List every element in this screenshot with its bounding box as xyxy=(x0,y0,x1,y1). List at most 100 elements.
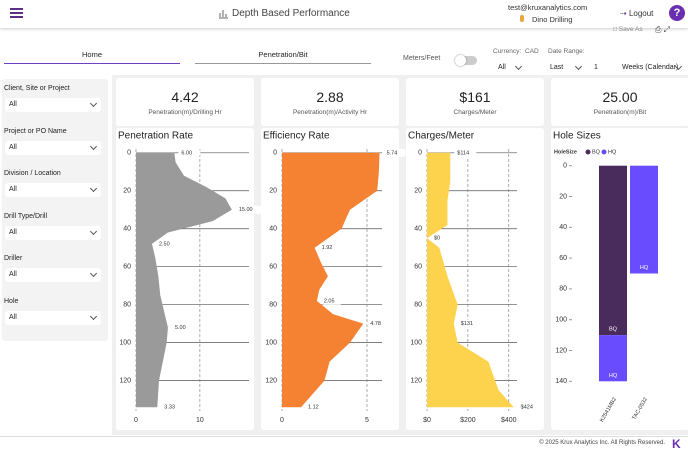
y-tick-label: 40 xyxy=(123,226,131,233)
page-title: Depth Based Performance xyxy=(232,8,350,19)
y-tick-label: 120 xyxy=(265,377,277,384)
bar-segment xyxy=(630,165,658,274)
y-tick-label: 80 xyxy=(559,286,567,293)
legend-swatch xyxy=(585,149,591,155)
filter-select[interactable]: All xyxy=(5,268,101,282)
value-label-bg xyxy=(320,296,343,305)
area xyxy=(282,152,380,408)
kpi-label: Penetration(m)/Drilling Hr xyxy=(148,109,222,116)
value-label-bg xyxy=(517,403,540,412)
segment-label: BQ xyxy=(609,327,618,333)
filter-select[interactable]: All xyxy=(5,310,101,325)
menu-icon[interactable] xyxy=(10,7,24,19)
tab[interactable]: Home xyxy=(81,50,102,59)
value-label-bg xyxy=(155,239,178,248)
tab[interactable]: Penetration/Bit xyxy=(258,50,308,59)
value-label-bg xyxy=(454,148,477,157)
y-tick-label: 80 xyxy=(414,302,422,309)
chart-icon xyxy=(219,10,228,19)
segment-label: HQ xyxy=(640,265,649,271)
value-label-bg xyxy=(171,323,194,332)
tab-underline xyxy=(195,63,371,64)
value-label-bg xyxy=(178,148,201,157)
currency: CAD xyxy=(525,48,539,55)
area xyxy=(136,152,232,408)
x-tick-label: 5 xyxy=(365,417,369,424)
y-tick-label: 60 xyxy=(559,255,567,262)
help-icon[interactable]: ? xyxy=(669,5,685,21)
value-label: 1.92 xyxy=(322,245,333,251)
date-range-select[interactable]: Last xyxy=(546,61,586,75)
kpi-label: Penetration(m)/Activity Hr xyxy=(292,109,368,116)
logout-text: Logout xyxy=(628,9,654,18)
save-as[interactable]: □ Save As xyxy=(613,26,643,33)
legend-label: HQ xyxy=(608,149,617,155)
kpi-card: 25.00 Penetration(m)/Bit xyxy=(551,78,688,126)
kpi-card: 4.42 Penetration(m)/Drilling Hr xyxy=(116,78,254,126)
value-label-bg xyxy=(161,403,184,412)
y-tick-label: 100 xyxy=(410,339,422,346)
kpi-card: $161 Charges/Meter xyxy=(406,78,544,126)
y-tick-label: 40 xyxy=(414,226,422,233)
value-label: $114 xyxy=(457,150,469,156)
y-tick-label: 0 xyxy=(418,150,422,157)
x-tick-label: 10 xyxy=(196,417,204,424)
y-tick-label: 60 xyxy=(414,264,422,271)
bar-segment xyxy=(599,165,627,336)
value-label-bg xyxy=(367,319,390,328)
value-label: 5.00 xyxy=(175,325,186,331)
y-tick-label: 120 xyxy=(555,347,567,354)
value-label-bg xyxy=(383,148,406,157)
filter-select[interactable]: All xyxy=(5,183,101,197)
y-tick-label: 20 xyxy=(269,188,277,195)
y-tick-label: 60 xyxy=(123,264,131,271)
units-toggle[interactable] xyxy=(455,55,477,66)
filter-select[interactable]: All xyxy=(5,98,101,112)
y-tick-label: 20 xyxy=(414,188,422,195)
value-label: 5.74 xyxy=(387,150,398,156)
y-tick-label: 80 xyxy=(269,302,277,309)
logout[interactable]: ⇢ Logout xyxy=(620,9,654,18)
filter-select[interactable]: All xyxy=(5,225,101,240)
y-tick-label: 80 xyxy=(123,302,131,309)
filter-label: Driller xyxy=(4,255,23,262)
value-label: $424 xyxy=(521,405,533,411)
x-tick-label: $0 xyxy=(423,417,431,424)
x-tick-label: 0 xyxy=(280,417,284,424)
company[interactable]: Dino Drilling xyxy=(532,15,573,24)
copyright: © 2025 Krux Analytics Inc. All Rights Re… xyxy=(539,440,665,446)
value-label: 1.12 xyxy=(308,405,319,411)
x-tick-label: K2541MB2 xyxy=(599,397,618,424)
kpi-value: 25.00 xyxy=(602,89,638,105)
filter-label: Division / Location xyxy=(4,170,61,177)
date-range-label: Date Range: xyxy=(548,48,585,55)
y-tick-label: 20 xyxy=(123,188,131,195)
value-label-bg xyxy=(457,319,480,328)
currency-label: Currency: xyxy=(493,48,522,55)
y-tick-label: 100 xyxy=(119,339,131,346)
legend-title: HoleSize xyxy=(554,149,577,155)
print-icons[interactable]: ⎙ ⤢ xyxy=(655,25,671,34)
filter-select[interactable]: All xyxy=(5,140,101,155)
save-text: Save As xyxy=(618,26,643,33)
kpi-label: Penetration(m)/Bit xyxy=(593,109,647,116)
x-tick-label: $400 xyxy=(501,417,517,424)
filter-label: Client, Site or Project xyxy=(4,85,70,92)
tab-underline xyxy=(4,63,180,64)
date-count[interactable]: 1 xyxy=(594,64,598,71)
area xyxy=(427,152,514,408)
chart-title: Charges/Meter xyxy=(408,131,475,142)
segment-label: HQ xyxy=(609,373,618,379)
y-tick-label: 0 xyxy=(273,150,277,157)
date-unit-select[interactable]: Weeks (Calendar) xyxy=(618,61,686,75)
y-tick-label: 120 xyxy=(410,377,422,384)
currency-select[interactable]: All xyxy=(494,61,526,75)
kpi-value: 2.88 xyxy=(316,89,344,105)
y-tick-label: 60 xyxy=(269,264,277,271)
y-tick-label: 0 xyxy=(563,163,567,170)
y-tick-label: 100 xyxy=(555,317,567,324)
filter-panel: Client, Site or Project All Project or PO … xyxy=(2,79,108,341)
kpi-value: 4.42 xyxy=(171,89,199,105)
value-label: 15.00 xyxy=(239,207,253,213)
